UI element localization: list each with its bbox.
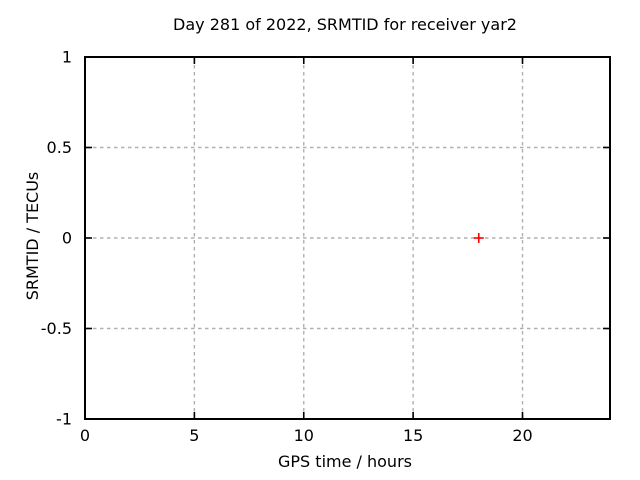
y-tick-label: 1 (62, 48, 72, 67)
x-tick-label: 15 (403, 426, 423, 445)
y-tick-label: 0 (62, 229, 72, 248)
x-tick-label: 10 (294, 426, 314, 445)
y-axis-label: SRMTID / TECUs (23, 172, 42, 301)
data-layer (473, 233, 484, 243)
y-tick-label: -1 (56, 410, 72, 429)
chart-title: Day 281 of 2022, SRMTID for receiver yar… (173, 15, 517, 34)
x-tick-label: 5 (189, 426, 199, 445)
x-tick-label: 0 (80, 426, 90, 445)
plot-border (84, 56, 611, 420)
y-tick-label: -0.5 (41, 319, 72, 338)
grid-layer (86, 58, 609, 418)
tick-label-layer: 0 5 10 15 20 1 0.5 0 -0.5 -1 (41, 48, 533, 446)
y-tick-label: 0.5 (47, 138, 72, 157)
x-tick-label: 20 (512, 426, 532, 445)
axis-layer (84, 56, 611, 420)
x-axis-label: GPS time / hours (278, 452, 412, 471)
